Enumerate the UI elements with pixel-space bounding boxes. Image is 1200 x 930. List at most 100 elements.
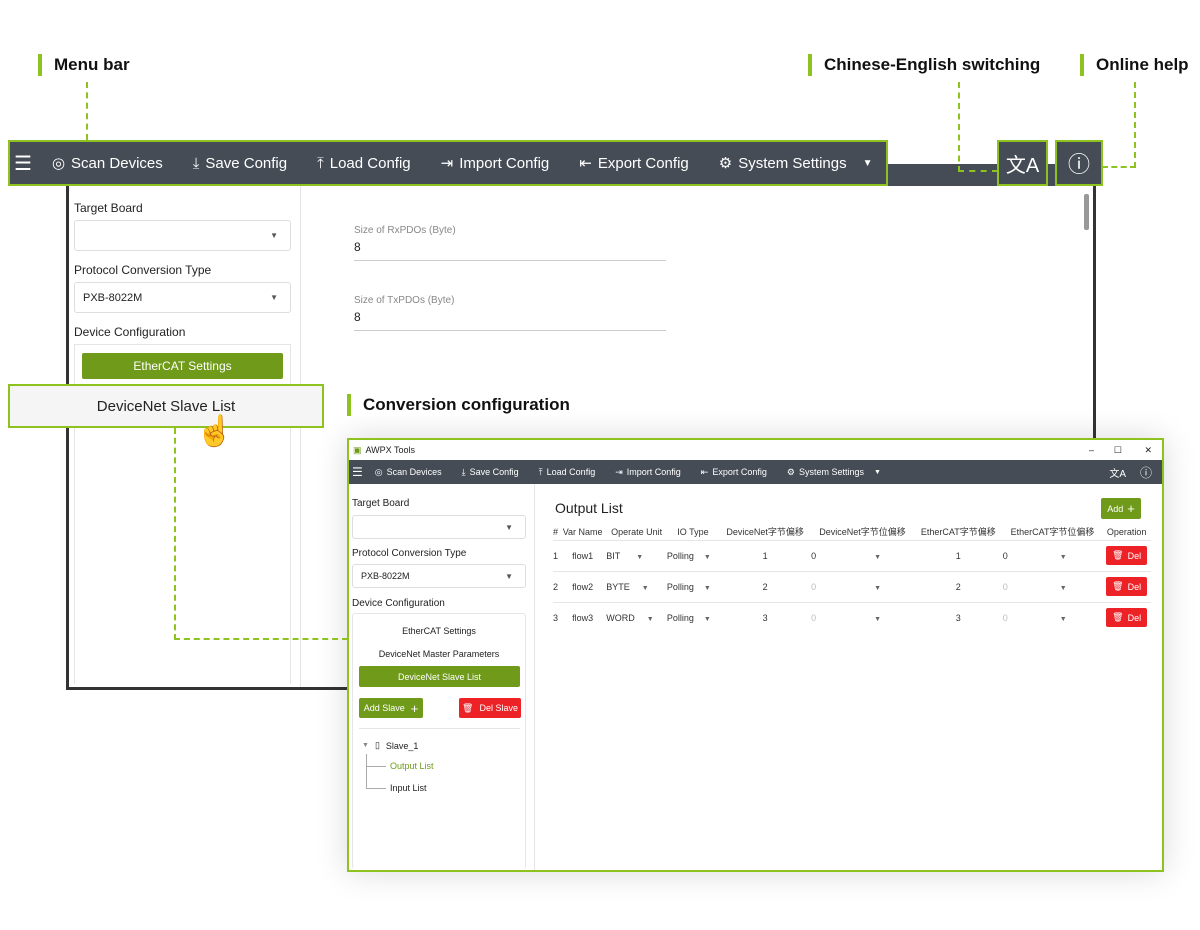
help-icon[interactable]: ⓘ [1055,140,1103,186]
protocol-type-select[interactable]: PXB-8022M ▼ [352,564,526,588]
select-value: 0 [811,612,817,623]
chevron-down-icon: ▼ [874,615,882,623]
close-button[interactable]: ✕ [1144,444,1152,455]
ethercat-bit-offset-select[interactable]: 0 ▼ [1002,601,1103,633]
io-type-select[interactable]: Polling ▼ [666,570,720,602]
menu-system-settings[interactable]: ⚙ System Settings ▼ [719,154,873,173]
device-config-label: Device Configuration [74,325,186,339]
ethercat-settings-button[interactable]: EtherCAT Settings [82,353,283,379]
table-row: 3 flow3 WORD ▼ Polling ▼ 3 0 ▼ 3 0 ▼ 🗑 Del [553,601,1151,633]
devicenet-bit-offset-select[interactable]: 0 ▼ [811,601,914,633]
button-label: Add Slave [363,703,405,713]
select-value: Polling [666,581,694,592]
ethercat-byte-offset[interactable]: 1 [913,539,1003,571]
hand-pointer-icon: ☝ [196,415,234,448]
var-name-cell[interactable]: flow2 [558,570,607,602]
delete-row-button[interactable]: 🗑 Del [1106,577,1148,596]
translate-icon[interactable]: 文A [1109,468,1126,480]
var-name-cell[interactable]: flow3 [558,601,607,633]
output-table: # Var Name Operate Unit IO Type DeviceNet字节偏… [553,524,1151,633]
scrollbar[interactable] [1084,194,1089,230]
menu-save-config[interactable]: ⤓ Save Config [193,155,287,172]
menu-import-config[interactable]: ⇥ Import Config [441,154,550,173]
tree-node-output-list[interactable]: Output List [390,761,434,771]
protocol-type-select[interactable]: PXB-8022M ▼ [74,282,291,313]
help-icon[interactable]: ⓘ [1139,465,1152,480]
operate-unit-select[interactable]: BYTE ▼ [606,570,667,602]
chevron-down-icon: ▼ [646,615,654,623]
chevron-down-icon: ▼ [703,584,711,592]
trash-icon: 🗑 [1112,550,1124,560]
ethercat-bit-offset-select[interactable]: 0 ▼ [1002,570,1103,602]
column-header: EtherCAT字节位偏移 [1010,527,1095,538]
txpdo-label: Size of TxPDOs (Byte) [354,295,455,306]
menu-import-config[interactable]: ⇥ Import Config [615,467,681,478]
settings-icon: ⚙ [786,466,795,477]
hamburger-menu-icon[interactable]: ☰ [352,465,363,479]
ethercat-settings-item[interactable]: EtherCAT Settings [402,626,476,636]
master-params-item[interactable]: DeviceNet Master Parameters [378,649,500,659]
callout-label: DeviceNet Slave List [96,397,236,415]
trash-icon: 🗑 [462,702,474,713]
menu-system-settings[interactable]: ⚙ System Settings ▼ [787,467,881,478]
title-bar: ▣ AWPX Tools – ☐ ✕ [349,440,1162,460]
column-header: DeviceNet字节偏移 [726,527,804,538]
operate-unit-select[interactable]: BIT ▼ [606,539,667,571]
protocol-type-label: Protocol Conversion Type [352,548,467,559]
device-config-panel [352,613,526,869]
column-header: Operate Unit [611,526,663,537]
add-slave-button[interactable]: Add Slave + [359,698,423,718]
target-board-label: Target Board [74,201,143,215]
menu-load-config[interactable]: ⤒ Load Config [317,155,411,172]
row-number: 2 [553,570,559,602]
delete-row-button[interactable]: 🗑 Del [1106,608,1148,628]
devicenet-bit-offset-select[interactable]: 0 ▼ [811,539,914,571]
translate-icon[interactable]: 文A [997,140,1048,186]
hamburger-menu-icon[interactable]: ☰ [14,152,32,175]
menu-scan-devices[interactable]: ◎ Scan Devices [375,467,442,478]
txpdo-size-field[interactable]: Size of TxPDOs (Byte) 8 [354,295,666,331]
menu-load-config[interactable]: ⤒ Load Config [539,467,596,478]
ethercat-byte-offset[interactable]: 3 [913,601,1003,633]
io-type-select[interactable]: Polling ▼ [666,601,720,633]
button-label: Del [1127,612,1142,623]
tree-node-slave[interactable]: ▼ ▯ Slave_1 [362,740,418,751]
window-title: AWPX Tools [365,445,416,455]
chevron-down-icon: ▼ [636,553,644,561]
device-config-label: Device Configuration [352,598,445,609]
chevron-down-icon: ▼ [874,553,882,561]
menu-export-config[interactable]: ⇤ Export Config [579,154,688,173]
maximize-button[interactable]: ☐ [1113,444,1122,455]
ethercat-bit-offset-select[interactable]: 0 ▼ [1002,539,1103,571]
row-number: 3 [553,601,559,633]
operate-unit-select[interactable]: WORD ▼ [606,601,667,633]
devicenet-bit-offset-select[interactable]: 0 ▼ [811,570,914,602]
target-board-select[interactable]: ▼ [352,515,526,539]
target-board-select[interactable]: ▼ [74,220,291,251]
column-header: EtherCAT字节偏移 [920,527,996,538]
column-header: Var Name [562,526,603,537]
minimize-button[interactable]: – [1088,445,1094,455]
leader-line [958,170,998,172]
menu-scan-devices[interactable]: ◎ Scan Devices [52,154,163,173]
slave-list-item[interactable]: DeviceNet Slave List [359,666,520,687]
del-slave-button[interactable]: 🗑 Del Slave [459,698,521,718]
column-header: IO Type [677,526,709,537]
tree-node-input-list[interactable]: Input List [390,783,427,793]
add-row-button[interactable]: Add + [1101,498,1141,519]
menu-export-config[interactable]: ⇤ Export Config [701,467,767,478]
output-list-title: Output List [555,500,623,516]
io-type-select[interactable]: Polling ▼ [666,539,720,571]
menu-save-config[interactable]: ⤓ Save Config [462,467,519,478]
devicenet-slave-list-callout[interactable]: DeviceNet Slave List [8,384,324,428]
devicenet-byte-offset[interactable]: 3 [719,601,812,633]
ethercat-byte-offset[interactable]: 2 [913,570,1003,602]
devicenet-byte-offset[interactable]: 1 [719,539,812,571]
table-row: 1 flow1 BIT ▼ Polling ▼ 1 0 ▼ 1 0 ▼ 🗑 Del [553,539,1151,571]
rxpdo-value: 8 [354,240,361,254]
var-name-cell[interactable]: flow1 [558,539,607,571]
devicenet-byte-offset[interactable]: 2 [719,570,812,602]
plus-icon: + [410,700,419,716]
delete-row-button[interactable]: 🗑 Del [1106,546,1148,565]
rxpdo-size-field[interactable]: Size of RxPDOs (Byte) 8 [354,225,666,261]
